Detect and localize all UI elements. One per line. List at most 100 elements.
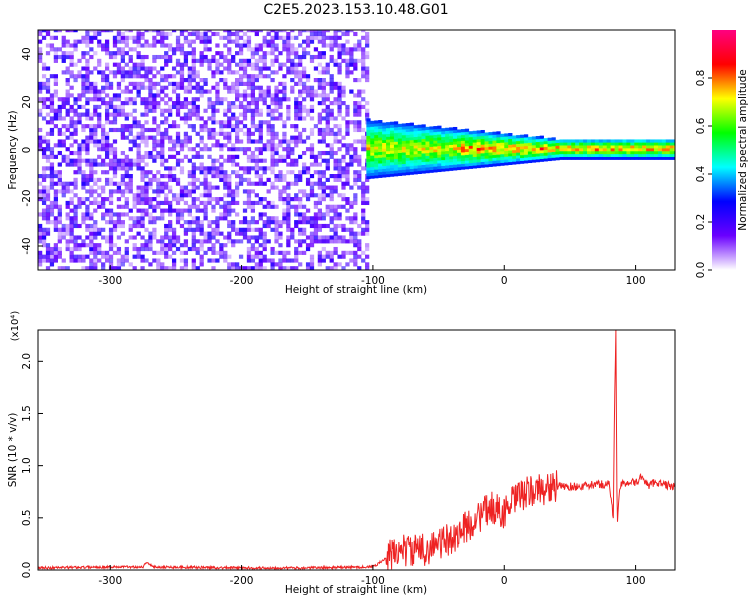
spectrogram-cell (116, 212, 122, 217)
spectrogram-cell (223, 97, 228, 102)
spectrogram-cell (258, 254, 263, 259)
spectrogram-cell (341, 170, 346, 175)
spectrogram-cell (361, 143, 366, 148)
spectrogram-cell (250, 30, 256, 33)
spectrogram-cell (646, 156, 651, 160)
spectrogram-cell (345, 58, 350, 63)
spectrogram-cell (89, 239, 94, 244)
spectrogram-x-ticks: -300 -200 -100 0 100 (98, 265, 646, 287)
spectrogram-cell (203, 181, 208, 186)
spectrogram-cell (57, 181, 62, 186)
spectrogram-cell (345, 174, 350, 179)
spectrogram-cell (341, 193, 346, 198)
spectrogram-cell (199, 78, 204, 83)
spectrogram-cell (353, 31, 358, 37)
spectrogram-cell (512, 144, 517, 148)
spectrogram-cell (223, 58, 228, 63)
spectrogram-cell (211, 166, 216, 171)
spectrogram-cell (191, 174, 196, 179)
spectrogram-cell (374, 169, 379, 173)
spectrogram-cell (101, 101, 106, 106)
spectrogram-cell (321, 85, 326, 90)
spectrogram-cell (148, 108, 153, 113)
spectrogram-cell (168, 266, 173, 270)
spectrogram-cell (152, 101, 157, 106)
spectrogram-cell (278, 197, 283, 202)
spectrogram-cell (93, 85, 98, 90)
spectrogram-cell (242, 39, 248, 44)
spectrogram-cell (223, 120, 228, 125)
spectrogram-cell (258, 212, 263, 217)
spectrogram-cell (89, 216, 94, 221)
spectrogram-cell (345, 31, 350, 37)
spectrogram-cell (116, 66, 122, 71)
spectrogram-cell (223, 135, 228, 140)
spectrogram-cell (353, 258, 358, 263)
spectrogram-cell (437, 134, 442, 138)
spectrogram-cell (227, 135, 232, 140)
spectrogram-cell (309, 54, 315, 60)
spectrogram-cell (116, 35, 122, 40)
spectrogram-cell (164, 174, 169, 179)
spectrogram-cell (301, 30, 307, 33)
spectrogram-cell (93, 89, 98, 94)
spectrogram-cell (223, 193, 228, 198)
spectrogram-cell (104, 43, 110, 48)
spectrogram-cell (49, 166, 55, 171)
spectrogram-cell (69, 158, 74, 163)
spectrogram-cell (128, 89, 133, 94)
spectrogram-cell (61, 70, 66, 75)
spectrogram-cell (144, 108, 149, 113)
spectrogram-cell (242, 66, 248, 71)
spectrogram-cell (89, 212, 94, 217)
spectrogram-cell (81, 124, 86, 129)
spectrogram-cell (199, 62, 204, 67)
spectrogram-cell (215, 43, 220, 48)
spectrogram-cell (61, 185, 66, 190)
spectrogram-cell (345, 124, 350, 129)
spectrogram-cell (250, 258, 256, 263)
spectrogram-cell (211, 266, 216, 270)
spectrogram-cell (203, 89, 208, 94)
spectrogram-cell (646, 139, 651, 143)
spectrogram-cell (156, 150, 161, 156)
spectrogram-cell (294, 35, 299, 40)
spectrogram-cell (211, 58, 216, 63)
spectrogram-cell (417, 124, 422, 128)
spectrogram-cell (57, 204, 62, 209)
spectrogram-cell (250, 204, 256, 209)
spectrogram-cell (160, 174, 165, 179)
spectrogram-cell (449, 144, 454, 148)
spectrogram-cell (349, 54, 354, 60)
spectrogram-cell (140, 243, 145, 248)
spectrogram-cell (191, 162, 196, 167)
spectrogram-cell (349, 235, 354, 240)
spectrogram-cell (405, 140, 410, 144)
spectrogram-cell (413, 148, 418, 152)
spectrogram-cell (258, 47, 263, 52)
spectrogram-cell (531, 142, 537, 146)
spectrogram-cell (57, 216, 62, 221)
spectrogram-cell (89, 243, 94, 248)
spectrogram-cell (262, 266, 267, 270)
spectrogram-cell (140, 189, 145, 194)
spectrogram-cell (258, 231, 263, 236)
spectrogram-cell (567, 142, 572, 146)
spectrogram-cell (535, 150, 541, 154)
spectrogram-cell (278, 143, 283, 148)
spectrogram-cell (321, 127, 326, 133)
spectrogram-cell (341, 93, 346, 98)
spectrogram-cell (203, 35, 208, 40)
spectrogram-cell (242, 200, 248, 206)
spectrogram-cell (539, 138, 544, 142)
spectrogram-cell (89, 158, 94, 163)
spectrogram-cell (203, 31, 208, 37)
spectrogram-cell (389, 147, 395, 151)
spectrogram-cell (160, 66, 165, 71)
spectrogram-cell (38, 39, 43, 44)
spectrogram-cell (231, 39, 236, 44)
spectrogram-cell (286, 208, 291, 213)
spectrogram-cell (508, 135, 513, 140)
spectrogram-cell (49, 181, 55, 186)
x-tick-label: -200 (230, 575, 254, 587)
